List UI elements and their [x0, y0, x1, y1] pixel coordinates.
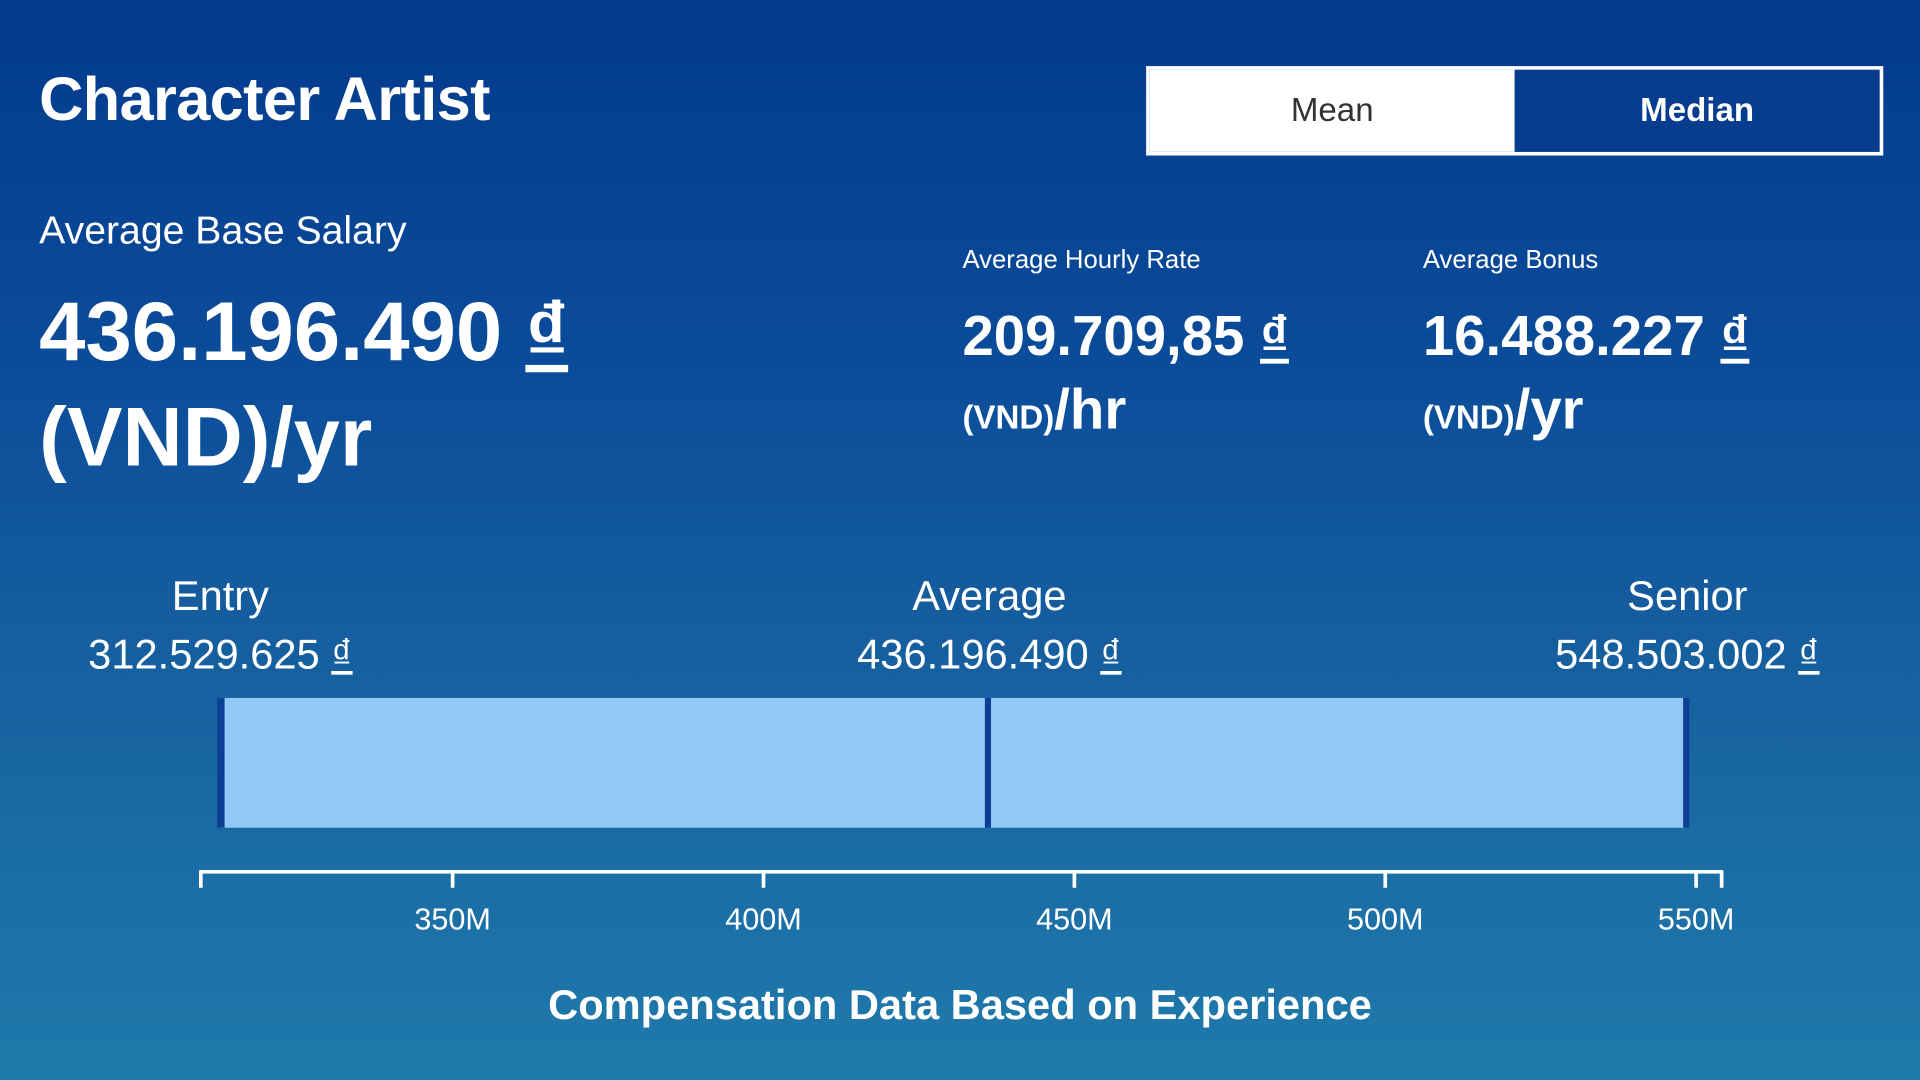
level-average-value: 436.196.490 ₫ [857, 631, 1122, 679]
level-senior: Senior 548.503.002 ₫ [1442, 567, 1920, 685]
level-entry-label: Entry [171, 573, 269, 620]
bonus-unit-code: (VND) [1422, 399, 1515, 436]
page-title: Character Artist [39, 64, 490, 134]
bonus-unit-period: /yr [1514, 377, 1584, 441]
base-salary-label: Average Base Salary [39, 208, 407, 253]
currency-symbol: ₫ [525, 285, 569, 379]
x-tick-label: 400M [725, 902, 802, 936]
level-senior-value: 548.503.002 ₫ [1555, 631, 1820, 679]
bonus-value: 16.488.227 ₫ (VND)/yr [1423, 299, 1749, 455]
entry-marker [217, 697, 225, 828]
level-entry-value: 312.529.625 ₫ [88, 631, 353, 679]
chart-title: Compensation Data Based on Experience [548, 982, 1372, 1029]
level-average-label: Average [912, 573, 1067, 620]
senior-marker [1683, 697, 1690, 828]
currency-symbol: ₫ [1260, 303, 1289, 368]
x-tick-label: 350M [414, 902, 491, 936]
base-salary-unit: (VND)/yr [39, 390, 373, 484]
level-senior-label: Senior [1627, 573, 1748, 620]
range-bar [219, 697, 1687, 828]
mean-median-toggle[interactable]: Mean Median [1146, 66, 1884, 156]
bonus-label: Average Bonus [1422, 246, 1599, 275]
x-tick-label: 500M [1347, 902, 1424, 936]
toggle-median-button[interactable]: Median [1514, 69, 1880, 152]
hourly-rate-value: 209.709,85 ₫ (VND)/hr [962, 299, 1288, 455]
base-salary-value: 436.196.490 ₫ (VND)/yr [39, 279, 774, 490]
bonus-amount: 16.488.227 [1422, 303, 1705, 368]
x-tick-label: 550M [1658, 902, 1735, 936]
level-average: Average 436.196.490 ₫ [744, 567, 1234, 685]
hourly-unit-period: /hr [1054, 377, 1127, 441]
hourly-unit-code: (VND) [962, 399, 1055, 436]
toggle-mean-button[interactable]: Mean [1149, 69, 1515, 152]
level-entry: Entry 312.529.625 ₫ [0, 567, 465, 685]
x-tick-label: 450M [1036, 902, 1113, 936]
hourly-amount: 209.709,85 [962, 303, 1245, 368]
average-marker [984, 697, 992, 828]
base-salary-amount: 436.196.490 [39, 285, 503, 379]
currency-symbol: ₫ [1720, 303, 1750, 368]
hourly-rate-label: Average Hourly Rate [962, 246, 1201, 275]
